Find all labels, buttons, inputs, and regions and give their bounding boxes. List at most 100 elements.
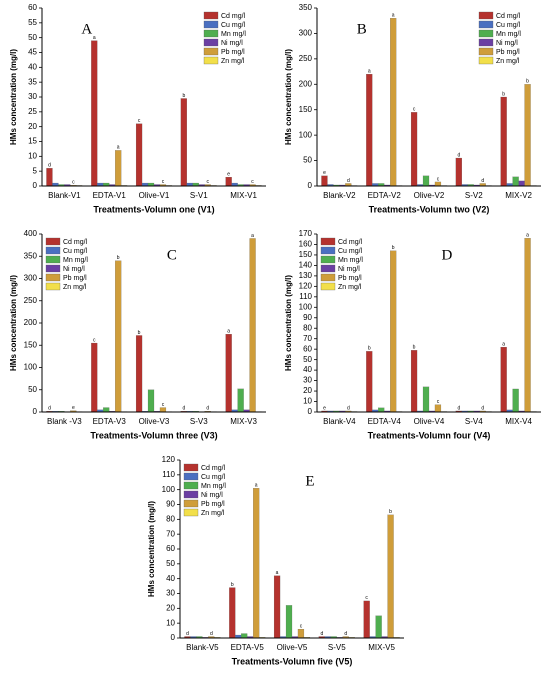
y-tick-label: 10 [303,397,312,406]
y-tick-label: 50 [166,559,175,568]
legend-label: Cu mg/l [201,474,226,481]
y-tick-label: 35 [28,77,37,86]
legend-label: Cd mg/l [496,13,521,20]
x-tick-label: S-V3 [190,417,208,426]
bar [500,96,507,187]
y-axis-label: HMs concentration (mg/l) [284,49,293,145]
y-tick-label: 0 [33,407,38,416]
bar [512,388,519,413]
legend-label: Zn mg/l [201,510,225,517]
x-tick-label: EDTA-V3 [93,417,127,426]
y-tick-label: 20 [166,603,175,612]
significance-letter: d [344,631,347,637]
y-tick-label: 60 [166,544,175,553]
significance-letter: c [207,179,210,185]
y-tick-label: 400 [24,229,38,238]
legend-swatch [45,237,61,246]
significance-letter: d [182,405,185,411]
legend-swatch [203,38,219,47]
bar [410,350,418,413]
significance-letter: d [210,631,213,637]
bar [180,98,187,187]
legend-label: Pb mg/l [63,275,87,282]
legend-label: Mn mg/l [496,31,521,38]
bar [225,334,232,413]
y-tick-label: 150 [299,105,313,114]
y-tick-label: 50 [303,156,312,165]
significance-letter: a [117,145,120,151]
bar [115,260,122,413]
legend-swatch [203,29,219,38]
x-axis-label: Treatments-Volumn two (V2) [369,204,490,214]
y-tick-label: 100 [299,130,313,139]
legend-swatch [478,56,494,65]
legend-swatch [45,246,61,255]
legend-label: Pb mg/l [338,275,362,282]
x-tick-label: S-V5 [328,643,346,652]
y-tick-label: 55 [28,18,37,27]
significance-letter: a [227,328,230,334]
significance-letter: b [182,93,185,99]
y-tick-label: 30 [166,589,175,598]
x-tick-label: Blank-V1 [48,191,81,200]
y-tick-label: 350 [24,251,38,260]
legend-swatch [183,463,199,472]
significance-letter: d [347,405,350,411]
y-tick-label: 50 [28,33,37,42]
significance-letter: a [276,570,279,576]
x-tick-label: EDTA-V2 [368,191,402,200]
legend-swatch [183,499,199,508]
y-tick-label: 50 [28,385,37,394]
significance-letter: b [389,509,392,515]
legend-label: Cu mg/l [496,22,521,29]
significance-letter: d [320,631,323,637]
bar [135,335,143,413]
y-tick-label: 300 [24,274,38,283]
significance-letter: b [117,255,120,261]
y-tick-label: 15 [28,137,37,146]
bar [500,346,507,413]
x-tick-label: Olive-V4 [414,417,445,426]
significance-letter: c [72,179,75,185]
significance-letter: a [368,68,371,74]
y-tick-label: 40 [28,62,37,71]
legend-swatch [478,11,494,20]
y-tick-label: 50 [303,355,312,364]
significance-letter: a [526,233,529,239]
legend-label: Mn mg/l [221,31,246,38]
significance-letter: e [323,405,326,411]
y-tick-label: 40 [303,365,312,374]
significance-letter: a [392,12,395,18]
x-tick-label: Olive-V3 [139,417,170,426]
significance-letter: e [323,170,326,176]
legend-swatch [478,47,494,56]
significance-letter: b [526,79,529,85]
x-tick-label: S-V4 [465,417,483,426]
x-tick-label: EDTA-V1 [93,191,127,200]
x-tick-label: MIX-V2 [505,191,532,200]
legend-label: Pb mg/l [201,501,225,508]
significance-letter: c [413,107,416,113]
y-tick-label: 70 [166,529,175,538]
bar [159,407,167,413]
bar [378,407,385,413]
legend-swatch [45,264,61,273]
significance-letter: e [72,405,75,411]
y-tick-label: 150 [24,340,38,349]
legend-swatch [320,282,336,291]
bar [390,18,397,187]
significance-letter: c [365,595,368,601]
bar [285,605,293,639]
x-axis-label: Treatments-Volumn one (V1) [93,204,214,214]
x-tick-label: Olive-V2 [414,191,445,200]
y-tick-label: 20 [303,386,312,395]
y-tick-label: 100 [162,485,176,494]
legend-label: Ni mg/l [221,40,243,47]
bar [434,404,442,413]
legend-label: Mn mg/l [201,483,226,490]
significance-letter: b [413,345,416,351]
significance-letter: d [481,405,484,411]
panel: 0 10 20 30 40 50 60 70 80 90 100 110 120 Blank-V5 d d ED… [147,455,404,666]
significance-letter: c [162,402,165,408]
y-tick-label: 120 [299,281,313,290]
